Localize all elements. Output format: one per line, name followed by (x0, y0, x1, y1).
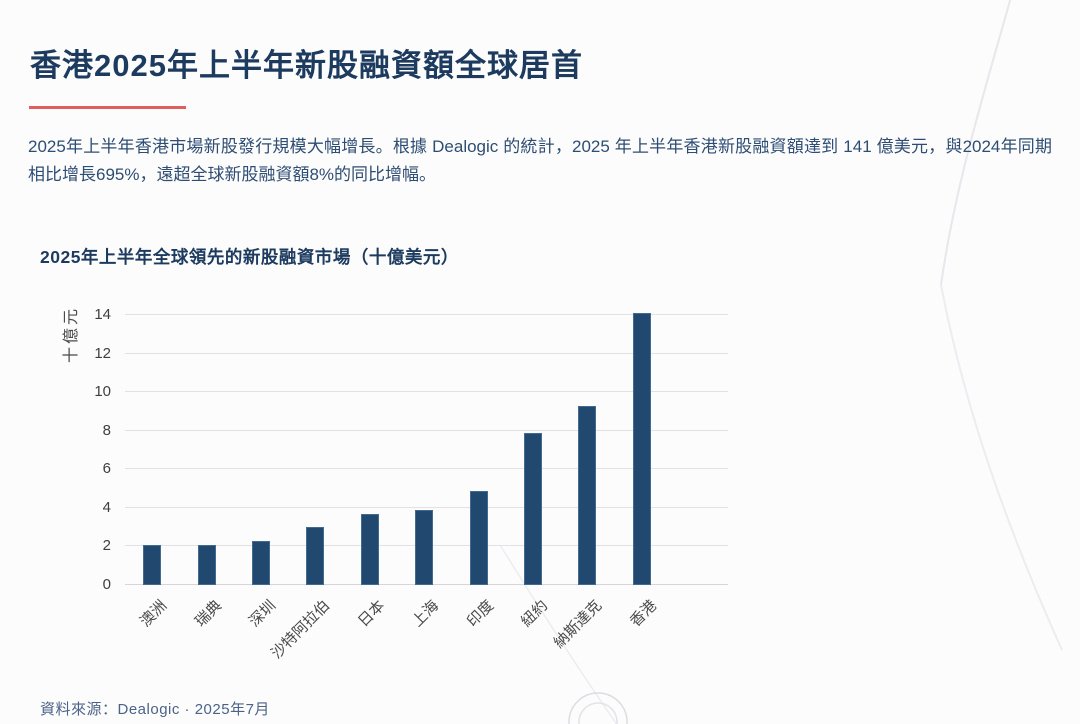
chart-title: 2025年上半年全球領先的新股融資市場（十億美元） (40, 247, 459, 267)
x-tick-label-text: 香港 (626, 597, 660, 631)
bar (306, 527, 325, 585)
gridline (125, 429, 728, 431)
title-underline-rule (29, 106, 186, 109)
y-tick-label: 0 (102, 576, 111, 593)
x-tick-label-text: 日本 (354, 597, 388, 631)
page-title: 香港2025年上半年新股融資額全球居首 (30, 48, 583, 83)
x-tick-label-text: 納斯達克 (551, 597, 606, 652)
bar (415, 509, 434, 585)
bar (469, 490, 488, 585)
bar (578, 405, 597, 585)
gridline (125, 352, 728, 354)
bar (632, 313, 651, 585)
intro-paragraph: 2025年上半年香港市場新股發行規模大幅增長。根據 Dealogic 的統計，2… (28, 137, 1052, 184)
bar (524, 432, 542, 585)
y-tick-label: 2 (102, 537, 111, 555)
y-tick-label: 4 (102, 498, 111, 516)
bar (197, 544, 216, 585)
x-tick-label-text: 沙特阿拉伯 (268, 597, 334, 663)
gridline (125, 314, 728, 315)
source-note: 資料來源：Dealogic · 2025年7月 (40, 701, 270, 718)
y-tick-label: 10 (94, 383, 111, 401)
bar (360, 513, 379, 585)
x-tick-label-text: 深圳 (245, 597, 280, 631)
x-tick-label-text: 紐約 (517, 597, 552, 631)
gridline (125, 468, 728, 470)
y-tick-label: 14 (94, 306, 111, 323)
x-tick-label-text: 瑞典 (191, 597, 225, 631)
gridline (125, 506, 728, 508)
x-tick-label-text: 上海 (409, 597, 443, 631)
gridline (125, 391, 728, 393)
bar (252, 540, 270, 585)
y-tick-label: 6 (102, 460, 111, 478)
y-tick-label: 8 (102, 421, 111, 439)
x-tick-label-text: 印度 (463, 597, 497, 631)
x-tick-label-text: 澳洲 (137, 597, 171, 631)
y-tick-label: 12 (94, 344, 111, 362)
bar-chart-plot-area: 0 2 4 6 8 10 12 14 澳洲 瑞典 深圳 沙特阿拉伯 日本 上海 印度 紐約 納斯達克 香港 (94, 306, 728, 662)
bar (143, 544, 162, 585)
